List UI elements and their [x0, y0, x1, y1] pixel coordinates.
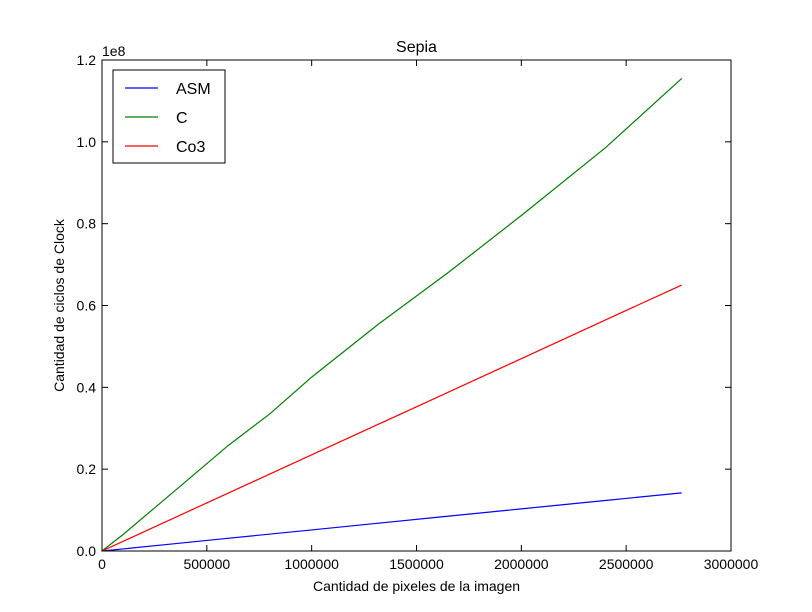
series-line-asm [101, 492, 682, 552]
y-offset-label: 1e8 [102, 43, 126, 59]
y-axis-label: Cantidad de ciclos de Clock [51, 218, 67, 392]
y-tick-label: 1.2 [77, 52, 97, 68]
x-tick-label: 500000 [183, 556, 230, 572]
legend-label-c: C [176, 110, 188, 127]
legend-label-co3: Co3 [176, 139, 205, 156]
chart-title: Sepia [396, 39, 437, 56]
y-tick-label: 0.8 [77, 216, 97, 232]
legend-label-asm: ASM [176, 81, 211, 98]
x-axis-label: Cantidad de pixeles de la imagen [313, 578, 520, 594]
x-tick-label: 2000000 [494, 556, 549, 572]
x-tick-label: 0 [98, 556, 106, 572]
tick-layer: 0 500000 1000000 1500000 2000000 2500000 30000… [77, 52, 759, 572]
x-tick-label: 1500000 [389, 556, 444, 572]
y-tick-label: 0.0 [77, 543, 97, 559]
series-line-c [101, 77, 683, 552]
legend: ASM C Co3 [112, 69, 226, 164]
x-tick-label: 2500000 [599, 556, 654, 572]
series-line-co3 [101, 284, 682, 552]
x-tick-label: 3000000 [704, 556, 759, 572]
y-tick-label: 0.6 [77, 298, 97, 314]
x-tick-label: 1000000 [284, 556, 339, 572]
y-tick-label: 0.4 [77, 379, 97, 395]
series-layer [101, 77, 683, 552]
y-tick-label: 0.2 [77, 461, 97, 477]
y-tick-label: 1.0 [77, 134, 97, 150]
